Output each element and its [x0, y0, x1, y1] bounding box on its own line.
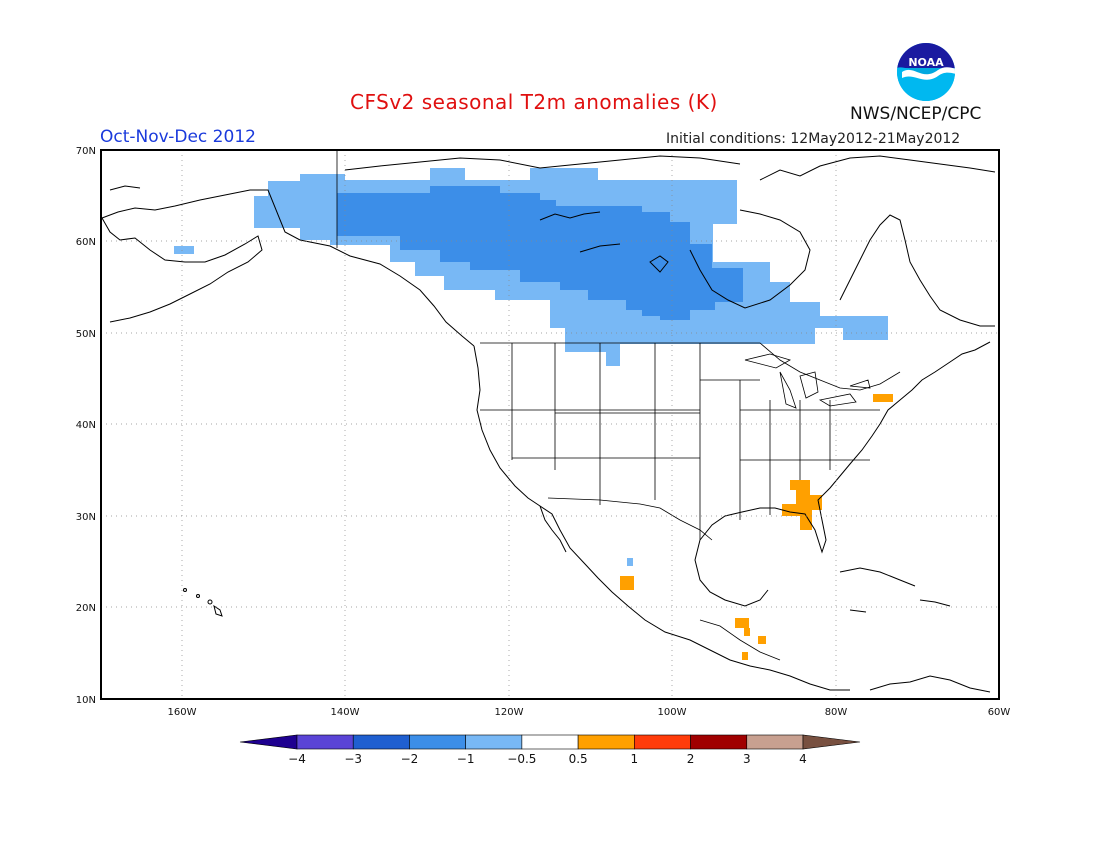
lat-tick-label: 40N [76, 420, 96, 431]
colorbar-label: −0.5 [507, 752, 537, 766]
colorbar [239, 734, 861, 750]
colorbar-swatch [690, 734, 748, 750]
great-lakes [744, 353, 871, 409]
colorbar-swatch [465, 734, 523, 750]
lon-tick-label: 60W [988, 707, 1011, 718]
agency-label: NWS/NCEP/CPC [850, 104, 982, 124]
colorbar-swatch [634, 734, 691, 750]
colorbar-swatch [352, 734, 410, 750]
colorbar-label: 2 [686, 752, 695, 766]
anomaly-region-alaska [174, 246, 194, 254]
colorbar-label: −4 [288, 752, 306, 766]
anomaly-region-east-canada [843, 316, 888, 340]
noaa-logo: NOAA [897, 43, 955, 101]
colorbar-swatch [746, 734, 804, 750]
lon-tick-label: 120W [495, 707, 524, 718]
lat-tick-label: 60N [76, 237, 96, 248]
svg-text:NOAA: NOAA [908, 56, 944, 69]
anomaly-region-west-mexico [620, 576, 634, 590]
political-borders [336, 150, 901, 661]
colorbar-swatch [409, 734, 466, 750]
colorbar-label: 3 [742, 752, 751, 766]
colorbar-left-arrow [239, 734, 298, 750]
anomaly-region-northeast-us [873, 394, 893, 402]
chart-title: CFSv2 seasonal T2m anomalies (K) [350, 90, 718, 114]
initial-conditions: Initial conditions: 12May2012-21May2012 [666, 131, 961, 147]
lon-ticks: 160W 140W 120W 100W 80W 60W [168, 707, 1011, 718]
colorbar-label: 4 [799, 752, 807, 766]
lat-tick-label: 70N [76, 146, 96, 157]
lon-tick-label: 100W [658, 707, 687, 718]
lon-tick-label: 140W [331, 707, 360, 718]
lat-tick-label: 30N [76, 512, 96, 523]
lon-tick-label: 80W [825, 707, 848, 718]
season-label: Oct-Nov-Dec 2012 [100, 127, 256, 147]
colorbar-right-arrow [802, 734, 861, 750]
anomaly-region-central-america [735, 618, 749, 628]
colorbar-label: −2 [400, 752, 419, 766]
colorbar-label: 0.5 [568, 752, 588, 766]
anomaly-region-southeast-us [782, 480, 822, 530]
colorbar-swatch [577, 734, 635, 750]
lat-ticks: 70N 60N 50N 40N 30N 20N 10N [76, 146, 96, 706]
lat-tick-label: 50N [76, 329, 96, 340]
colorbar-label: −3 [344, 752, 363, 766]
colorbar-swatch [521, 734, 579, 750]
lat-tick-label: 10N [76, 695, 96, 706]
anomaly-region-mexico-blue [627, 558, 633, 566]
anomaly-region-central-canada [337, 186, 743, 320]
plot-frame [100, 149, 1000, 700]
colorbar-label: −1 [456, 752, 475, 766]
lat-tick-label: 20N [76, 603, 96, 614]
coastlines [101, 155, 996, 693]
lon-tick-label: 160W [168, 707, 197, 718]
colorbar-swatch [296, 734, 354, 750]
colorbar-label: 1 [630, 752, 639, 766]
